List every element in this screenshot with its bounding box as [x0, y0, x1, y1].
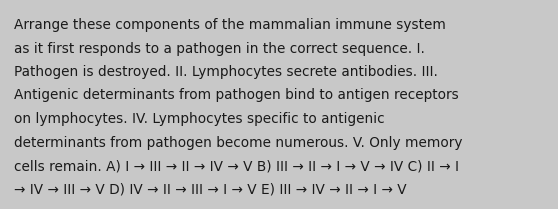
Text: cells remain. A) I → III → II → IV → V B) III → II → I → V → IV C) II → I: cells remain. A) I → III → II → IV → V B… [14, 159, 459, 173]
Text: Pathogen is destroyed. II. Lymphocytes secrete antibodies. III.: Pathogen is destroyed. II. Lymphocytes s… [14, 65, 438, 79]
Text: on lymphocytes. IV. Lymphocytes specific to antigenic: on lymphocytes. IV. Lymphocytes specific… [14, 112, 384, 126]
Text: as it first responds to a pathogen in the correct sequence. I.: as it first responds to a pathogen in th… [14, 42, 425, 56]
Text: Antigenic determinants from pathogen bind to antigen receptors: Antigenic determinants from pathogen bin… [14, 88, 459, 102]
Text: determinants from pathogen become numerous. V. Only memory: determinants from pathogen become numero… [14, 135, 463, 149]
Text: Arrange these components of the mammalian immune system: Arrange these components of the mammalia… [14, 18, 446, 32]
Text: → IV → III → V D) IV → II → III → I → V E) III → IV → II → I → V: → IV → III → V D) IV → II → III → I → V … [14, 182, 407, 196]
